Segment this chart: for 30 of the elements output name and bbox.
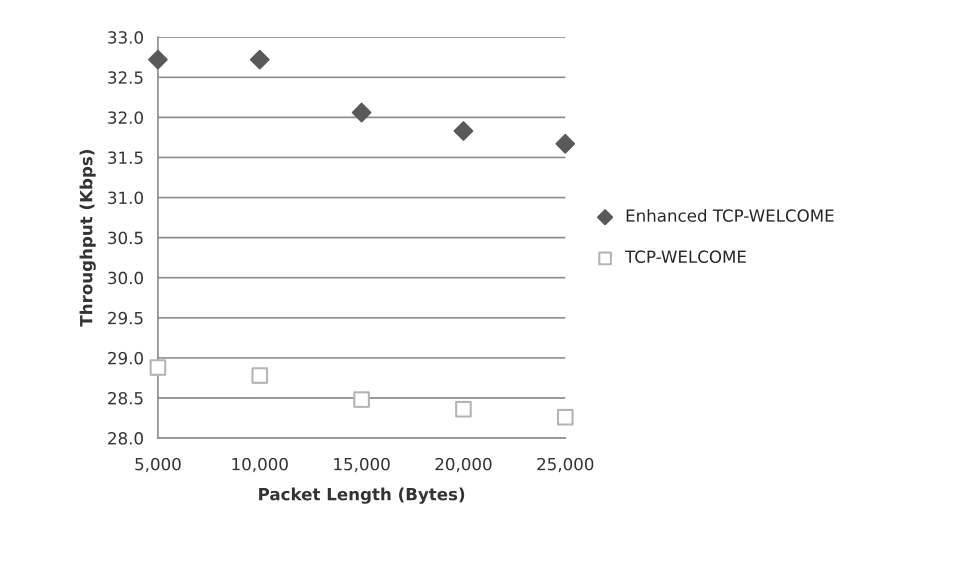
y-tick-label: 31.5 bbox=[108, 151, 143, 164]
point bbox=[454, 121, 474, 141]
y-tick-label: 30.0 bbox=[108, 272, 143, 284]
y-tick-label: 30.5 bbox=[108, 232, 143, 244]
point bbox=[455, 400, 472, 418]
legend-label: Enhanced TCP-WELCOME bbox=[626, 209, 834, 222]
point bbox=[556, 408, 574, 426]
y-tick-label: 31.0 bbox=[108, 192, 143, 204]
x-tick-label: 20,000 bbox=[436, 458, 492, 472]
x-tick-label: 15,000 bbox=[334, 458, 390, 472]
point bbox=[250, 50, 270, 70]
y-tick-label: 33.0 bbox=[108, 31, 143, 44]
y-axis-title: Throughput (Kbps) bbox=[80, 150, 96, 327]
y-tick-label: 28.0 bbox=[108, 432, 143, 445]
x-tick-label: 5,000 bbox=[135, 458, 181, 472]
y-tick-label: 28.5 bbox=[108, 392, 143, 405]
point bbox=[353, 391, 370, 408]
y-tick-label: 32.0 bbox=[108, 111, 143, 124]
point bbox=[148, 50, 168, 70]
point bbox=[555, 134, 576, 154]
y-tick-label: 29.5 bbox=[108, 312, 143, 324]
x-axis-title: Packet Length (Bytes) bbox=[259, 488, 464, 504]
x-tick-label: 10,000 bbox=[232, 458, 288, 472]
point bbox=[352, 102, 372, 122]
y-tick-label: 32.5 bbox=[108, 71, 143, 84]
point bbox=[251, 367, 268, 384]
legend-label: TCP-WELCOME bbox=[625, 250, 746, 264]
x-tick-label: 25,000 bbox=[537, 458, 594, 472]
y-tick-label: 29.0 bbox=[108, 352, 143, 364]
point bbox=[150, 359, 166, 376]
